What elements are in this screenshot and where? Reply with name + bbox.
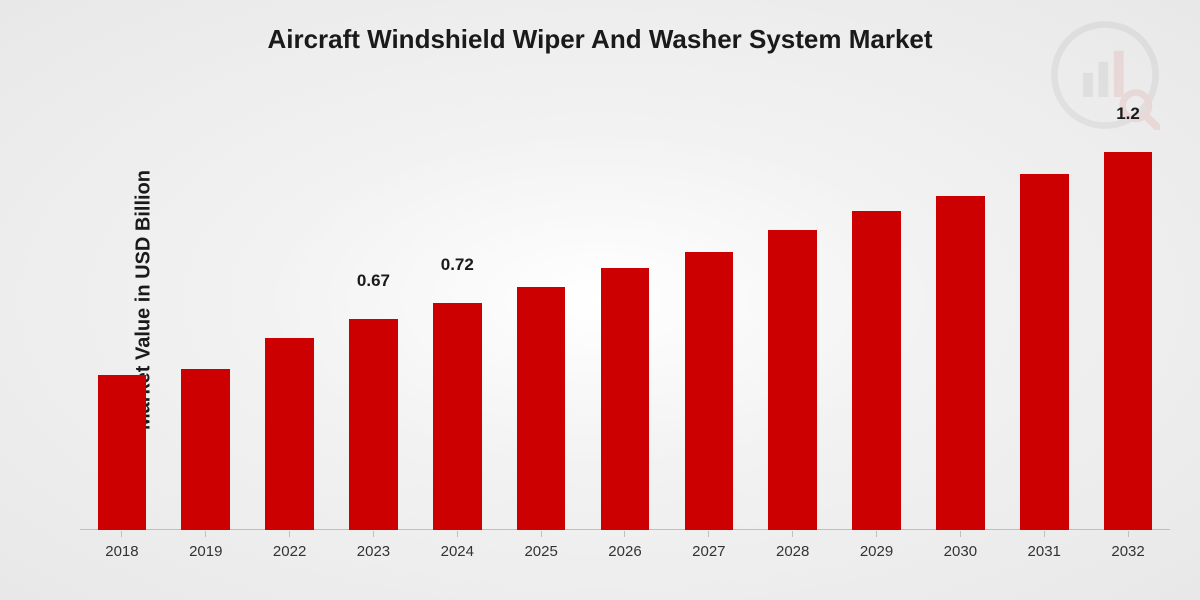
bar-slot	[667, 120, 751, 530]
bar	[936, 196, 985, 530]
bar	[433, 303, 482, 530]
logo-watermark-icon	[1050, 20, 1160, 130]
x-tick: 2031	[1002, 531, 1086, 560]
bar-slot	[918, 120, 1002, 530]
tick-mark	[876, 531, 877, 537]
bar	[98, 375, 147, 530]
tick-mark	[541, 531, 542, 537]
bar-slot	[751, 120, 835, 530]
x-tick: 2029	[835, 531, 919, 560]
bar	[181, 369, 230, 530]
chart-title: Aircraft Windshield Wiper And Washer Sys…	[0, 24, 1200, 55]
bar-slot	[499, 120, 583, 530]
bar	[1104, 152, 1153, 530]
x-tick: 2022	[248, 531, 332, 560]
x-tick-label: 2032	[1111, 543, 1144, 560]
tick-mark	[289, 531, 290, 537]
plot-area: 0.67 0.72 1.2	[80, 120, 1170, 530]
x-tick-label: 2022	[273, 543, 306, 560]
tick-mark	[205, 531, 206, 537]
tick-mark	[708, 531, 709, 537]
x-tick-label: 2019	[189, 543, 222, 560]
tick-mark	[121, 531, 122, 537]
tick-mark	[373, 531, 374, 537]
bar	[685, 252, 734, 530]
tick-mark	[457, 531, 458, 537]
bar-slot	[583, 120, 667, 530]
x-tick: 2026	[583, 531, 667, 560]
x-tick: 2027	[667, 531, 751, 560]
bar-value-label: 0.67	[357, 271, 390, 295]
x-tick: 2030	[918, 531, 1002, 560]
bar-slot	[835, 120, 919, 530]
x-tick: 2023	[332, 531, 416, 560]
x-tick-label: 2025	[524, 543, 557, 560]
x-tick-label: 2028	[776, 543, 809, 560]
bar	[1020, 174, 1069, 530]
x-tick: 2024	[415, 531, 499, 560]
bar	[601, 268, 650, 530]
bar	[768, 230, 817, 530]
bar-slot: 0.72	[415, 120, 499, 530]
x-tick-label: 2024	[441, 543, 474, 560]
bar-slot	[164, 120, 248, 530]
x-tick: 2028	[751, 531, 835, 560]
bars-container: 0.67 0.72 1.2	[80, 120, 1170, 530]
x-tick-label: 2030	[944, 543, 977, 560]
bar	[517, 287, 566, 530]
tick-mark	[624, 531, 625, 537]
x-tick-label: 2027	[692, 543, 725, 560]
x-tick: 2019	[164, 531, 248, 560]
bar	[852, 211, 901, 530]
tick-mark	[960, 531, 961, 537]
x-tick-label: 2023	[357, 543, 390, 560]
x-tick: 2032	[1086, 531, 1170, 560]
bar-slot	[1002, 120, 1086, 530]
x-ticks-container: 2018 2019 2022 2023 2024 2025 2026 2027 2028 2029…	[80, 531, 1170, 560]
bar-value-label: 0.72	[441, 255, 474, 279]
bar-slot: 0.67	[332, 120, 416, 530]
x-tick-label: 2029	[860, 543, 893, 560]
tick-mark	[792, 531, 793, 537]
x-tick-label: 2026	[608, 543, 641, 560]
bar-value-label: 1.2	[1116, 104, 1140, 128]
x-tick: 2025	[499, 531, 583, 560]
bar-slot: 1.2	[1086, 120, 1170, 530]
bar	[349, 319, 398, 530]
bar	[265, 338, 314, 530]
x-tick-label: 2031	[1028, 543, 1061, 560]
bar-slot	[80, 120, 164, 530]
bar-slot	[248, 120, 332, 530]
x-tick: 2018	[80, 531, 164, 560]
x-tick-label: 2018	[105, 543, 138, 560]
tick-mark	[1128, 531, 1129, 537]
tick-mark	[1044, 531, 1045, 537]
